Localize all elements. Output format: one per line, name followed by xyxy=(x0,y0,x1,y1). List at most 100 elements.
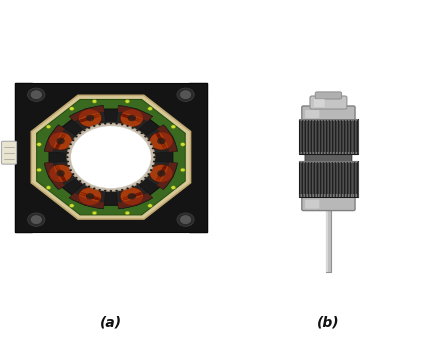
Circle shape xyxy=(157,138,165,144)
Circle shape xyxy=(72,139,74,141)
Circle shape xyxy=(67,147,70,149)
Circle shape xyxy=(91,116,94,118)
Circle shape xyxy=(123,197,126,200)
Circle shape xyxy=(171,125,175,128)
Circle shape xyxy=(151,165,154,167)
FancyBboxPatch shape xyxy=(305,110,319,118)
Circle shape xyxy=(125,115,128,117)
Circle shape xyxy=(62,134,65,137)
Circle shape xyxy=(129,117,132,119)
Circle shape xyxy=(92,99,97,103)
Circle shape xyxy=(56,145,59,148)
Circle shape xyxy=(67,123,155,191)
Circle shape xyxy=(128,116,131,118)
Circle shape xyxy=(61,136,64,138)
Bar xyxy=(15,218,33,232)
Circle shape xyxy=(92,116,95,118)
Wedge shape xyxy=(117,193,152,208)
Circle shape xyxy=(72,173,74,175)
Circle shape xyxy=(134,118,137,120)
FancyBboxPatch shape xyxy=(315,92,341,99)
Circle shape xyxy=(61,175,63,178)
Circle shape xyxy=(161,169,164,171)
Circle shape xyxy=(148,204,152,208)
Circle shape xyxy=(83,129,85,131)
Circle shape xyxy=(78,109,102,127)
Circle shape xyxy=(120,109,143,127)
Circle shape xyxy=(56,138,65,144)
Circle shape xyxy=(62,178,65,180)
Circle shape xyxy=(180,216,191,224)
Circle shape xyxy=(83,119,86,121)
Circle shape xyxy=(153,156,155,158)
Circle shape xyxy=(162,144,165,146)
Circle shape xyxy=(131,186,134,188)
Circle shape xyxy=(57,143,60,145)
Circle shape xyxy=(97,198,100,200)
Circle shape xyxy=(28,213,45,226)
Circle shape xyxy=(131,127,134,129)
Circle shape xyxy=(104,190,106,192)
Circle shape xyxy=(157,176,160,179)
Circle shape xyxy=(121,198,124,200)
Wedge shape xyxy=(157,162,176,189)
Circle shape xyxy=(49,132,72,150)
Circle shape xyxy=(125,99,129,103)
Circle shape xyxy=(148,107,152,111)
Circle shape xyxy=(140,180,143,182)
Text: (a): (a) xyxy=(100,316,122,330)
Circle shape xyxy=(127,115,136,121)
Circle shape xyxy=(147,173,150,175)
Wedge shape xyxy=(44,161,78,190)
Circle shape xyxy=(150,169,152,171)
Circle shape xyxy=(88,117,91,119)
FancyBboxPatch shape xyxy=(298,161,357,197)
Polygon shape xyxy=(31,95,190,219)
Bar xyxy=(298,152,357,154)
Circle shape xyxy=(78,187,102,206)
Circle shape xyxy=(109,122,112,124)
Bar xyxy=(298,161,357,163)
Circle shape xyxy=(56,170,65,177)
Bar xyxy=(326,209,327,272)
Wedge shape xyxy=(144,161,177,190)
Circle shape xyxy=(61,137,63,139)
Circle shape xyxy=(58,142,61,144)
Circle shape xyxy=(36,168,41,172)
Circle shape xyxy=(86,118,89,120)
Circle shape xyxy=(66,156,69,158)
Bar xyxy=(298,194,357,197)
Circle shape xyxy=(56,144,59,146)
Circle shape xyxy=(69,143,72,145)
Circle shape xyxy=(129,195,132,198)
Circle shape xyxy=(126,196,129,199)
Circle shape xyxy=(121,114,124,116)
Polygon shape xyxy=(36,99,185,215)
Circle shape xyxy=(89,117,92,119)
Circle shape xyxy=(69,204,74,208)
Wedge shape xyxy=(115,105,152,131)
Circle shape xyxy=(180,91,191,99)
FancyBboxPatch shape xyxy=(298,119,357,154)
Circle shape xyxy=(177,213,194,226)
Circle shape xyxy=(92,211,97,215)
Wedge shape xyxy=(44,125,78,153)
Circle shape xyxy=(62,179,66,182)
Circle shape xyxy=(91,196,94,198)
Circle shape xyxy=(149,164,173,183)
Circle shape xyxy=(57,169,60,171)
Circle shape xyxy=(144,136,146,138)
Circle shape xyxy=(28,88,45,101)
Circle shape xyxy=(162,145,165,148)
Circle shape xyxy=(88,195,91,197)
FancyBboxPatch shape xyxy=(304,153,351,162)
Circle shape xyxy=(93,188,95,189)
Circle shape xyxy=(156,179,159,182)
Circle shape xyxy=(85,115,94,121)
Circle shape xyxy=(160,140,163,143)
FancyBboxPatch shape xyxy=(313,99,324,107)
Circle shape xyxy=(83,183,85,185)
Circle shape xyxy=(84,118,87,120)
Circle shape xyxy=(75,177,77,179)
Circle shape xyxy=(177,88,194,101)
